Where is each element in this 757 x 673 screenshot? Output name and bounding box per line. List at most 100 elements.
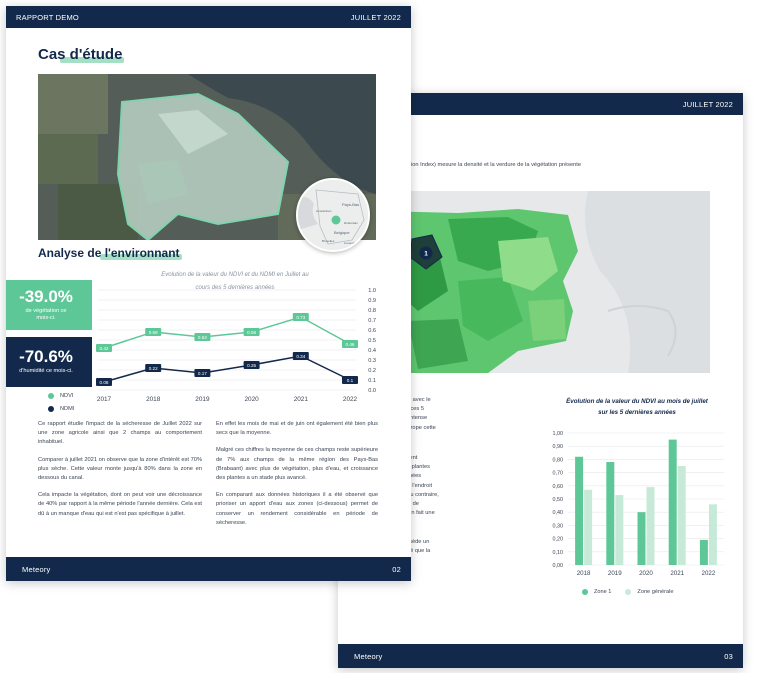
- bar-zone-1: [699, 539, 708, 565]
- inset-label: Pays-Bas: [342, 202, 359, 207]
- vegetation-stat-value: -39.0%: [19, 286, 73, 306]
- x-tick-label: 2021: [670, 570, 684, 577]
- inset-label: Amsterdam: [316, 209, 332, 213]
- series-line-ndmi: [103, 355, 351, 383]
- report-page-02: RAPPORT DEMO JUILLET 2022 Cas d'étude: [6, 6, 411, 581]
- x-tick-label: 2022: [343, 396, 358, 402]
- zone-marker-label: 1: [424, 251, 428, 258]
- y-tick-label: 0,30: [553, 523, 564, 529]
- data-point-ndvi: [292, 313, 309, 321]
- data-label-ndvi: 0.46: [346, 342, 355, 347]
- page-footer: Meteory 03: [338, 644, 743, 668]
- location-inset-map: Pays-Bas Belgique Amsterdam Rotterdam Br…: [296, 178, 370, 252]
- data-point-ndvi: [243, 328, 260, 336]
- data-label-ndvi: 0.42: [100, 346, 109, 351]
- ndvi-bar-chart: 0,00 0,10 0,20 0,30 0,40 0,50 0,60 0,70 0,80 0,90…: [553, 431, 724, 577]
- x-tick-label: 2021: [294, 396, 309, 402]
- page-header: RAPPORT DEMO JUILLET 2022: [6, 6, 411, 28]
- legend-ndmi-label: NDMI: [60, 406, 75, 412]
- y-tick-label: 1.0: [368, 288, 376, 294]
- bar-zone-generale: [584, 489, 593, 565]
- y-tick-label: 0,80: [553, 457, 564, 463]
- legend-zone-generale-label: Zone générale: [637, 589, 674, 595]
- y-tick-label: 0,60: [553, 484, 564, 490]
- aerial-photo-graphic: [38, 74, 376, 240]
- footer-brand: Meteory: [354, 651, 383, 661]
- data-point-ndmi: [292, 352, 309, 360]
- y-tick-label: 0,90: [553, 444, 564, 450]
- inset-label: Belgique: [334, 230, 350, 235]
- y-tick-label: 0.9: [368, 298, 376, 304]
- y-tick-label: 0.0: [368, 388, 376, 394]
- header-date: JUILLET 2022: [350, 12, 401, 22]
- x-tick-label: 2017: [97, 396, 112, 402]
- inset-map-graphic: Pays-Bas Belgique Amsterdam Rotterdam Br…: [298, 180, 368, 250]
- inset-label: Bruxelles: [322, 239, 335, 243]
- page-header: JUILLET 2022: [338, 93, 743, 115]
- data-label-ndvi: 0.58: [247, 330, 256, 335]
- humidity-stat-label: d'humidité ce mois-ci.: [19, 368, 73, 375]
- y-tick-label: 0,40: [553, 510, 564, 516]
- x-tick-label: 2019: [195, 396, 210, 402]
- data-label-ndmi: 0.22: [149, 366, 158, 371]
- data-point-ndmi: [145, 364, 162, 372]
- aerial-photo: [38, 74, 376, 240]
- x-tick-label: 2022: [702, 570, 716, 577]
- x-tick-label: 2019: [608, 570, 622, 577]
- data-label-ndmi: 0.1: [347, 378, 354, 383]
- footer-brand: Meteory: [22, 564, 51, 574]
- bar-zone-1: [575, 456, 584, 565]
- y-tick-label: 1,00: [553, 431, 564, 437]
- data-point-ndvi: [96, 344, 112, 352]
- data-point-ndvi: [194, 333, 211, 341]
- x-tick-label: 2020: [639, 570, 653, 577]
- line-chart-title: Evolution de la valeur du NDVI et du NDM…: [161, 272, 309, 291]
- y-tick-label: 0.6: [368, 328, 376, 334]
- legend-ndvi-label: NDVI: [60, 393, 74, 399]
- data-point-ndmi: [194, 369, 211, 377]
- x-tick-label: 2018: [577, 570, 591, 577]
- data-point-ndvi: [145, 328, 162, 336]
- inset-label: Rotterdam: [344, 221, 359, 225]
- bar-zone-generale: [677, 466, 686, 565]
- page-number: 03: [724, 651, 733, 661]
- header-title: RAPPORT DEMO: [16, 12, 79, 22]
- body-column-left: Ce rapport étudie l'impact de la séchere…: [38, 420, 202, 527]
- bar-zone-generale: [708, 504, 717, 565]
- body-column-right: En effet les mois de mai et de juin ont …: [216, 420, 378, 536]
- y-tick-label: 0,70: [553, 471, 564, 477]
- bar-zone-generale: [646, 487, 655, 565]
- data-label-ndmi: 0.34: [296, 354, 305, 359]
- vegetation-stat-label: de végétation ce mois-ci.: [25, 307, 67, 321]
- page-footer: Meteory 02: [6, 557, 411, 581]
- x-tick-label: 2018: [146, 396, 161, 402]
- zone-marker[interactable]: [419, 246, 433, 260]
- y-tick-label: 0.1: [368, 378, 376, 384]
- paragraph: En comparant aux données historiques il …: [216, 492, 378, 526]
- paragraph: Ce rapport étudie l'impact de la séchere…: [38, 421, 202, 446]
- data-label-ndvi: 0.58: [149, 330, 158, 335]
- y-tick-label: 0,00: [553, 563, 564, 569]
- bar-zone-1: [637, 512, 646, 565]
- bar-chart-title: Évolution de la valeur du NDVI au mois d…: [566, 398, 708, 416]
- series-line-ndvi: [103, 316, 351, 349]
- y-tick-label: 0.5: [368, 338, 376, 344]
- y-tick-label: 0,50: [553, 497, 564, 503]
- y-tick-label: 0.3: [368, 358, 376, 364]
- data-label-ndmi: 0.25: [247, 363, 256, 368]
- data-label-ndvi: 0.73: [296, 315, 305, 320]
- bar-zone-1: [668, 439, 677, 565]
- legend-ndvi-swatch: [48, 393, 54, 399]
- data-label-ndvi: 0.53: [198, 335, 207, 340]
- legend-zone1-label: Zone 1: [594, 589, 612, 595]
- legend-ndmi-swatch: [48, 406, 54, 412]
- y-tick-label: 0.2: [368, 368, 376, 374]
- y-tick-label: 0.4: [368, 348, 376, 354]
- data-point-ndmi: [96, 378, 112, 386]
- ndvi-ndmi-line-chart: 0.0 0.1 0.2 0.3 0.4 0.5 0.6 0.7 0.8 0.9 1.0 2017 201…: [96, 288, 376, 402]
- legend-zone-generale-swatch: [625, 589, 632, 595]
- data-point-ndvi: [342, 340, 358, 348]
- vegetation-stat-card: -39.0% de végétation ce mois-ci.: [6, 280, 92, 330]
- line-chart-legend-ndvi: NDVI: [48, 393, 73, 399]
- paragraph: En effet les mois de mai et de juin ont …: [216, 421, 378, 437]
